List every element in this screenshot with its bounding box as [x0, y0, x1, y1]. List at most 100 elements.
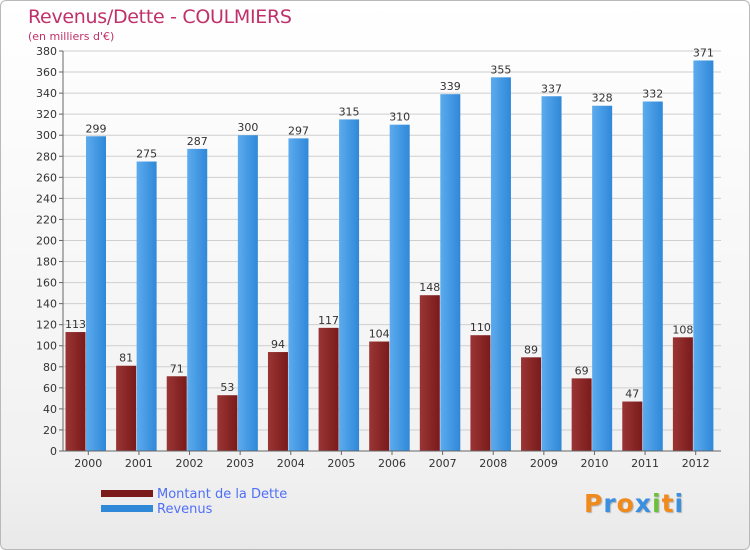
- y-tick-label: 160: [36, 277, 57, 290]
- value-label-dette: 69: [575, 364, 589, 377]
- bar-dette: [672, 337, 693, 451]
- y-tick-label: 280: [36, 150, 57, 163]
- y-tick-label: 100: [36, 340, 57, 353]
- y-tick-label: 120: [36, 319, 57, 332]
- proxiti-logo: Proxiti: [584, 489, 684, 518]
- axes: 0 20 40 60 80 100 120 140 160 180 200 220 240 260 280 3…: [36, 45, 721, 470]
- value-label-dette: 148: [419, 281, 440, 294]
- bar-revenus: [389, 124, 410, 452]
- bar-dette: [116, 365, 137, 451]
- value-label-dette: 94: [271, 338, 285, 351]
- x-tick-label: 2003: [226, 457, 254, 470]
- value-label-revenus: 287: [187, 135, 208, 148]
- y-tick-label: 140: [36, 298, 57, 311]
- y-tick-label: 80: [43, 361, 57, 374]
- x-tick-label: 2005: [327, 457, 355, 470]
- value-label-dette: 117: [318, 314, 339, 327]
- bar-dette: [166, 376, 187, 451]
- chart-subtitle: (en milliers d'€): [28, 30, 115, 43]
- value-label-dette: 113: [65, 318, 86, 331]
- value-label-revenus: 355: [490, 63, 511, 76]
- bar-dette: [267, 352, 288, 451]
- y-tick-label: 320: [36, 108, 57, 121]
- bar-dette: [470, 335, 491, 451]
- bar-dette: [217, 395, 238, 451]
- y-tick-label: 220: [36, 213, 57, 226]
- value-label-revenus: 339: [440, 80, 461, 93]
- value-label-revenus: 332: [642, 88, 663, 101]
- bar-dette: [571, 378, 592, 451]
- x-tick-label: 2010: [580, 457, 608, 470]
- value-label-revenus: 337: [541, 82, 562, 95]
- x-tick-label: 2006: [378, 457, 406, 470]
- legend-swatch-dette: [101, 490, 153, 497]
- bar-revenus: [86, 136, 106, 451]
- x-tick-label: 2012: [682, 457, 710, 470]
- bar-dette: [419, 295, 440, 451]
- bar-revenus: [339, 119, 360, 451]
- value-label-dette: 81: [119, 352, 133, 365]
- y-tick-label: 200: [36, 234, 57, 247]
- value-labels: 113 299 81 275 71 287 53 300 94 297 117 315 104 310 14…: [65, 46, 714, 400]
- logo-letter: o: [616, 489, 635, 518]
- value-label-dette: 108: [672, 323, 693, 336]
- value-label-revenus: 310: [389, 111, 410, 124]
- legend-swatch-revenus: [101, 505, 153, 512]
- bar-revenus: [642, 101, 663, 452]
- value-label-dette: 71: [170, 362, 184, 375]
- bar-dette: [318, 327, 339, 451]
- logo-letter: x: [634, 489, 652, 518]
- bar-revenus: [440, 94, 461, 451]
- y-tick-label: 180: [36, 256, 57, 269]
- x-tick-label: 2001: [125, 457, 153, 470]
- bars: [65, 60, 714, 452]
- value-label-revenus: 300: [237, 121, 258, 134]
- y-tick-label: 40: [43, 403, 57, 416]
- chart-title: Revenus/Dette - COULMIERS: [28, 6, 292, 28]
- y-tick-label: 380: [36, 45, 57, 58]
- bar-revenus: [187, 148, 208, 452]
- value-label-revenus: 299: [86, 122, 107, 135]
- value-label-revenus: 275: [136, 148, 157, 161]
- x-tick-label: 2000: [74, 457, 102, 470]
- logo-letter: t: [661, 489, 675, 518]
- x-tick-label: 2009: [530, 457, 558, 470]
- y-tick-label: 260: [36, 171, 57, 184]
- value-label-revenus: 328: [592, 92, 613, 105]
- bar-dette: [369, 341, 390, 451]
- value-label-revenus: 297: [288, 124, 309, 137]
- y-tick-label: 340: [36, 87, 57, 100]
- bar-revenus: [592, 105, 613, 451]
- value-label-dette: 53: [220, 381, 234, 394]
- logo-letter: i: [652, 489, 662, 518]
- bar-revenus: [237, 135, 258, 452]
- value-label-revenus: 371: [693, 46, 714, 59]
- legend-label-revenus: Revenus: [157, 502, 213, 517]
- bar-dette: [65, 332, 86, 451]
- bar-dette: [622, 401, 643, 451]
- x-tick-label: 2004: [277, 457, 305, 470]
- value-label-dette: 47: [625, 388, 639, 401]
- bar-dette: [521, 357, 542, 451]
- logo-letter: r: [603, 489, 617, 518]
- x-tick-label: 2011: [631, 457, 659, 470]
- bar-revenus: [490, 77, 511, 451]
- value-label-dette: 104: [369, 328, 390, 341]
- y-tick-label: 60: [43, 382, 57, 395]
- logo-letter: P: [584, 489, 604, 518]
- value-label-revenus: 315: [339, 105, 360, 118]
- x-tick-label: 2008: [479, 457, 507, 470]
- value-label-dette: 110: [470, 321, 491, 334]
- logo-letter: i: [674, 489, 685, 518]
- y-tick-label: 240: [36, 192, 57, 205]
- x-tick-label: 2007: [429, 457, 457, 470]
- x-tick-label: 2002: [176, 457, 204, 470]
- bar-revenus: [693, 60, 714, 451]
- bar-revenus: [541, 96, 562, 452]
- y-tick-label: 0: [50, 445, 57, 458]
- bar-revenus: [136, 161, 157, 452]
- y-tick-label: 360: [36, 66, 57, 79]
- value-label-dette: 89: [524, 343, 538, 356]
